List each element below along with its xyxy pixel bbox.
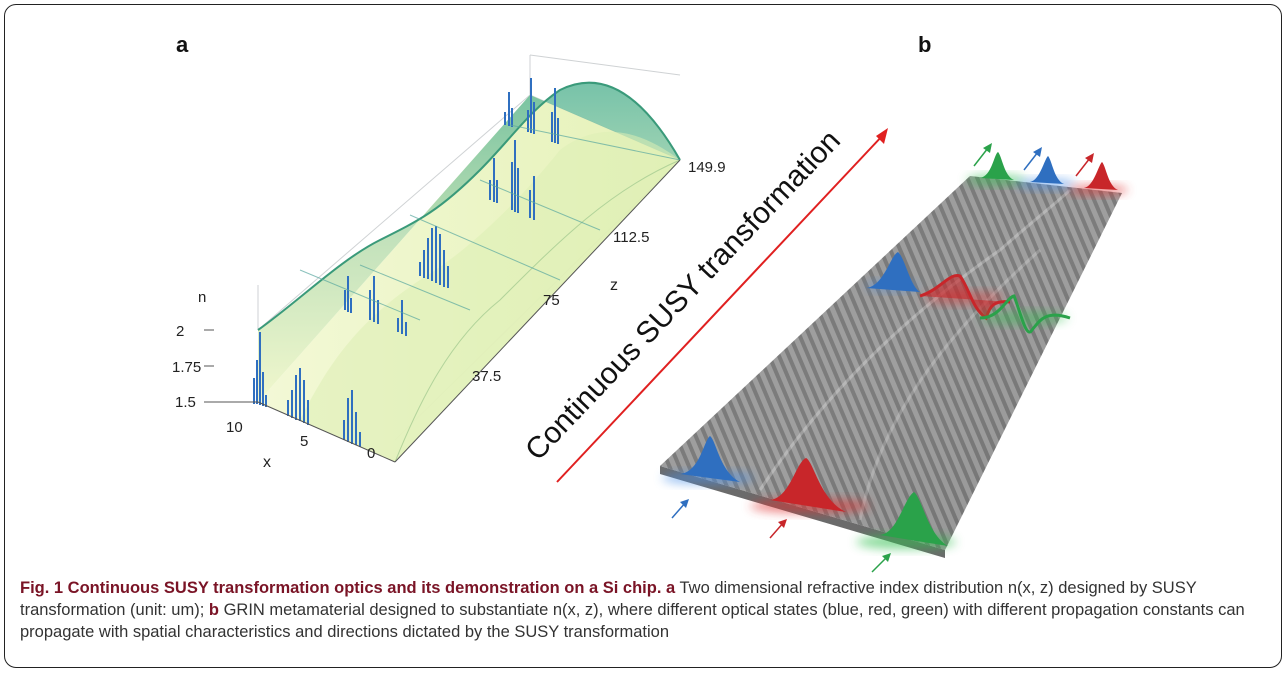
x-tick-0: 0 xyxy=(367,445,375,462)
middle-mode-green xyxy=(979,294,1071,334)
caption-title: Fig. 1 Continuous SUSY transformation op… xyxy=(20,579,662,597)
index-surface xyxy=(258,82,680,402)
caption-a-label: a xyxy=(666,579,676,597)
x-tick-5: 5 xyxy=(300,433,308,450)
middle-mode-red xyxy=(919,273,1011,321)
panel-a-plot: n 2 1.75 1.5 10 5 0 x 37.5 75 112.5 149.… xyxy=(172,54,726,471)
n-tick-2: 2 xyxy=(176,323,184,340)
caption-b-label: b xyxy=(208,601,219,619)
mode-slice-z0 xyxy=(253,332,361,447)
input-mode-blue xyxy=(680,436,740,482)
output-arrow-green xyxy=(973,147,989,167)
mode-slice-z37 xyxy=(344,276,407,336)
n-axis-label: n xyxy=(198,289,206,306)
caption-b-text: GRIN metamaterial designed to substantia… xyxy=(20,601,1245,641)
output-arrow-blue xyxy=(1023,151,1039,171)
output-mode-red xyxy=(1084,162,1118,190)
output-arrow-red xyxy=(1075,157,1091,177)
middle-mode-blue xyxy=(866,252,920,292)
figure-caption: Fig. 1 Continuous SUSY transformation op… xyxy=(20,577,1260,643)
z-tick-1125: 112.5 xyxy=(613,229,649,246)
output-mode-blue xyxy=(1030,156,1064,184)
z-tick-1499: 149.9 xyxy=(688,159,726,176)
figure-frame xyxy=(4,4,1282,668)
caption-a-text: Two dimensional refractive index distrib… xyxy=(20,579,1197,619)
input-mode-green xyxy=(880,492,948,546)
mode-slice-z112 xyxy=(489,140,535,220)
z-tick-375: 37.5 xyxy=(472,368,501,385)
z-axis-label: z xyxy=(610,277,618,294)
mode-slice-z75 xyxy=(419,226,449,288)
susy-arrow-head xyxy=(876,128,888,144)
susy-arrow xyxy=(556,133,885,483)
x-tick-10: 10 xyxy=(226,419,243,436)
panel-a-label: a xyxy=(176,32,189,57)
input-mode-red xyxy=(770,458,846,512)
n-tick-175: 1.75 xyxy=(172,359,201,376)
panel-b-label: b xyxy=(918,32,932,57)
n-tick-15: 1.5 xyxy=(175,394,196,411)
z-tick-75: 75 xyxy=(543,292,560,309)
x-axis-label: x xyxy=(263,454,271,471)
output-mode-green xyxy=(980,152,1014,180)
